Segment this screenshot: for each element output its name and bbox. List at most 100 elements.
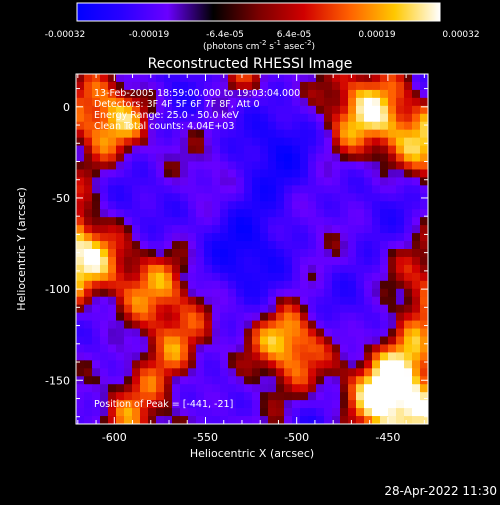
- image-pixel: [316, 217, 325, 226]
- image-pixel: [164, 169, 173, 178]
- image-pixel: [100, 249, 109, 258]
- image-pixel: [260, 288, 269, 298]
- image-pixel: [228, 320, 237, 330]
- image-pixel: [92, 288, 101, 298]
- image-pixel: [340, 344, 349, 353]
- image-pixel: [260, 249, 269, 258]
- image-pixel: [316, 392, 325, 401]
- image-pixel: [308, 249, 317, 258]
- image-pixel: [124, 328, 133, 338]
- image-pixel: [332, 376, 341, 385]
- image-pixel: [100, 352, 109, 361]
- image-pixel: [84, 89, 93, 99]
- image-pixel: [204, 304, 213, 314]
- image-pixel: [156, 256, 165, 266]
- image-pixel: [292, 264, 301, 274]
- image-pixel: [412, 121, 421, 131]
- image-pixel: [276, 249, 285, 258]
- image-pixel: [228, 304, 237, 314]
- image-pixel: [172, 81, 181, 91]
- image-pixel: [212, 312, 221, 322]
- image-pixel: [92, 241, 101, 250]
- image-pixel: [244, 137, 253, 147]
- image-pixel: [284, 121, 293, 131]
- image-pixel: [212, 201, 221, 210]
- image-pixel: [124, 137, 133, 147]
- image-pixel: [396, 145, 405, 155]
- image-pixel: [148, 113, 157, 123]
- image-pixel: [108, 280, 117, 290]
- image-pixel: [420, 185, 428, 194]
- image-pixel: [140, 304, 149, 314]
- image-pixel: [348, 241, 357, 250]
- image-pixel: [244, 193, 253, 202]
- peak-position-label: Position of Peak = [-441, -21]: [94, 399, 233, 410]
- image-pixel: [132, 264, 141, 274]
- image-pixel: [300, 74, 309, 83]
- image-pixel: [212, 360, 221, 369]
- image-pixel: [76, 264, 85, 274]
- image-pixel: [292, 256, 301, 266]
- image-pixel: [316, 368, 325, 377]
- image-pixel: [364, 320, 373, 330]
- image-pixel: [164, 320, 173, 330]
- image-pixel: [348, 185, 357, 194]
- image-pixel: [404, 145, 413, 155]
- image-pixel: [212, 121, 221, 131]
- image-pixel: [252, 129, 261, 139]
- image-pixel: [388, 288, 397, 298]
- image-pixel: [388, 161, 397, 171]
- image-pixel: [204, 256, 213, 266]
- image-pixel: [380, 249, 389, 258]
- image-pixel: [356, 121, 365, 131]
- colorbar-tick: -6.4e-05: [206, 30, 244, 40]
- image-pixel: [396, 368, 405, 377]
- image-pixel: [124, 336, 133, 346]
- image-pixel: [340, 392, 349, 401]
- image-pixel: [324, 169, 333, 178]
- image-pixel: [164, 392, 173, 401]
- image-pixel: [196, 233, 205, 242]
- image-pixel: [76, 408, 85, 417]
- image-pixel: [164, 217, 173, 226]
- image-pixel: [300, 352, 309, 361]
- image-pixel: [348, 368, 357, 377]
- image-pixel: [148, 249, 157, 258]
- image-pixel: [244, 241, 253, 250]
- image-pixel: [388, 169, 397, 178]
- image-pixel: [116, 344, 125, 353]
- image-pixel: [356, 177, 365, 186]
- image-pixel: [420, 312, 428, 322]
- image-pixel: [356, 113, 365, 123]
- image-pixel: [84, 225, 93, 234]
- image-pixel: [228, 145, 237, 155]
- image-pixel: [420, 352, 428, 361]
- image-pixel: [300, 296, 309, 306]
- image-pixel: [84, 193, 93, 202]
- image-pixel: [324, 376, 333, 385]
- image-pixel: [236, 312, 245, 322]
- image-pixel: [252, 360, 261, 369]
- image-pixel: [252, 121, 261, 131]
- image-pixel: [84, 233, 93, 242]
- image-pixel: [276, 161, 285, 171]
- image-pixel: [284, 320, 293, 330]
- image-pixel: [92, 264, 101, 274]
- image-pixel: [204, 384, 213, 393]
- image-pixel: [228, 113, 237, 123]
- image-pixel: [404, 249, 413, 258]
- image-pixel: [228, 153, 237, 163]
- image-pixel: [236, 384, 245, 393]
- image-pixel: [324, 121, 333, 131]
- image-pixel: [420, 209, 428, 218]
- image-pixel: [180, 193, 189, 202]
- image-pixel: [156, 217, 165, 226]
- image-pixel: [228, 392, 237, 401]
- image-pixel: [132, 97, 141, 107]
- image-pixel: [164, 225, 173, 234]
- image-pixel: [108, 272, 117, 282]
- image-pixel: [76, 81, 85, 91]
- image-pixel: [420, 264, 428, 274]
- image-pixel: [164, 161, 173, 171]
- image-pixel: [204, 249, 213, 258]
